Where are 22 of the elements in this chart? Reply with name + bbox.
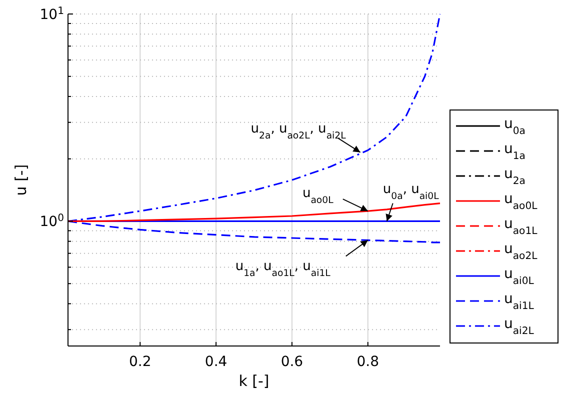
legend-label: u$_{ai1L}$	[504, 291, 534, 312]
y-tick-label: 10$^{0}$	[40, 212, 64, 230]
legend-label: u$_{ao0L}$	[504, 191, 538, 212]
legend-label: u$_{1a}$	[504, 141, 526, 162]
annotation: u$_{0a}$, u$_{ai0L}$	[382, 182, 440, 202]
legend-label: u$_{ao2L}$	[504, 241, 538, 262]
y-axis-title: u [-]	[12, 164, 30, 196]
legend-label: u$_{ai0L}$	[504, 266, 534, 286]
y-tick-label: 10$^{1}$	[40, 6, 64, 23]
legend-label: u$_{ai2L}$	[504, 316, 534, 336]
x-tick-label: 0.4	[204, 354, 228, 370]
annotation: u$_{2a}$, u$_{ao2L}$, u$_{ai2L}$	[250, 121, 347, 141]
x-tick-label: 0.6	[280, 354, 304, 370]
x-tick-label: 0.2	[128, 354, 152, 370]
line-series	[67, 202, 441, 222]
annotation: u$_{ao0L}$	[302, 186, 334, 206]
annotation: u$_{1a}$, u$_{ao1L}$, u$_{ai1L}$	[235, 259, 332, 279]
legend-label: u$_{2a}$	[504, 166, 526, 186]
legend-label: u$_{ao1L}$	[504, 216, 538, 236]
x-tick-label: 0.8	[356, 354, 380, 370]
x-axis-title: k [-]	[238, 372, 270, 390]
legend-label: u$_{0a}$	[504, 116, 526, 136]
